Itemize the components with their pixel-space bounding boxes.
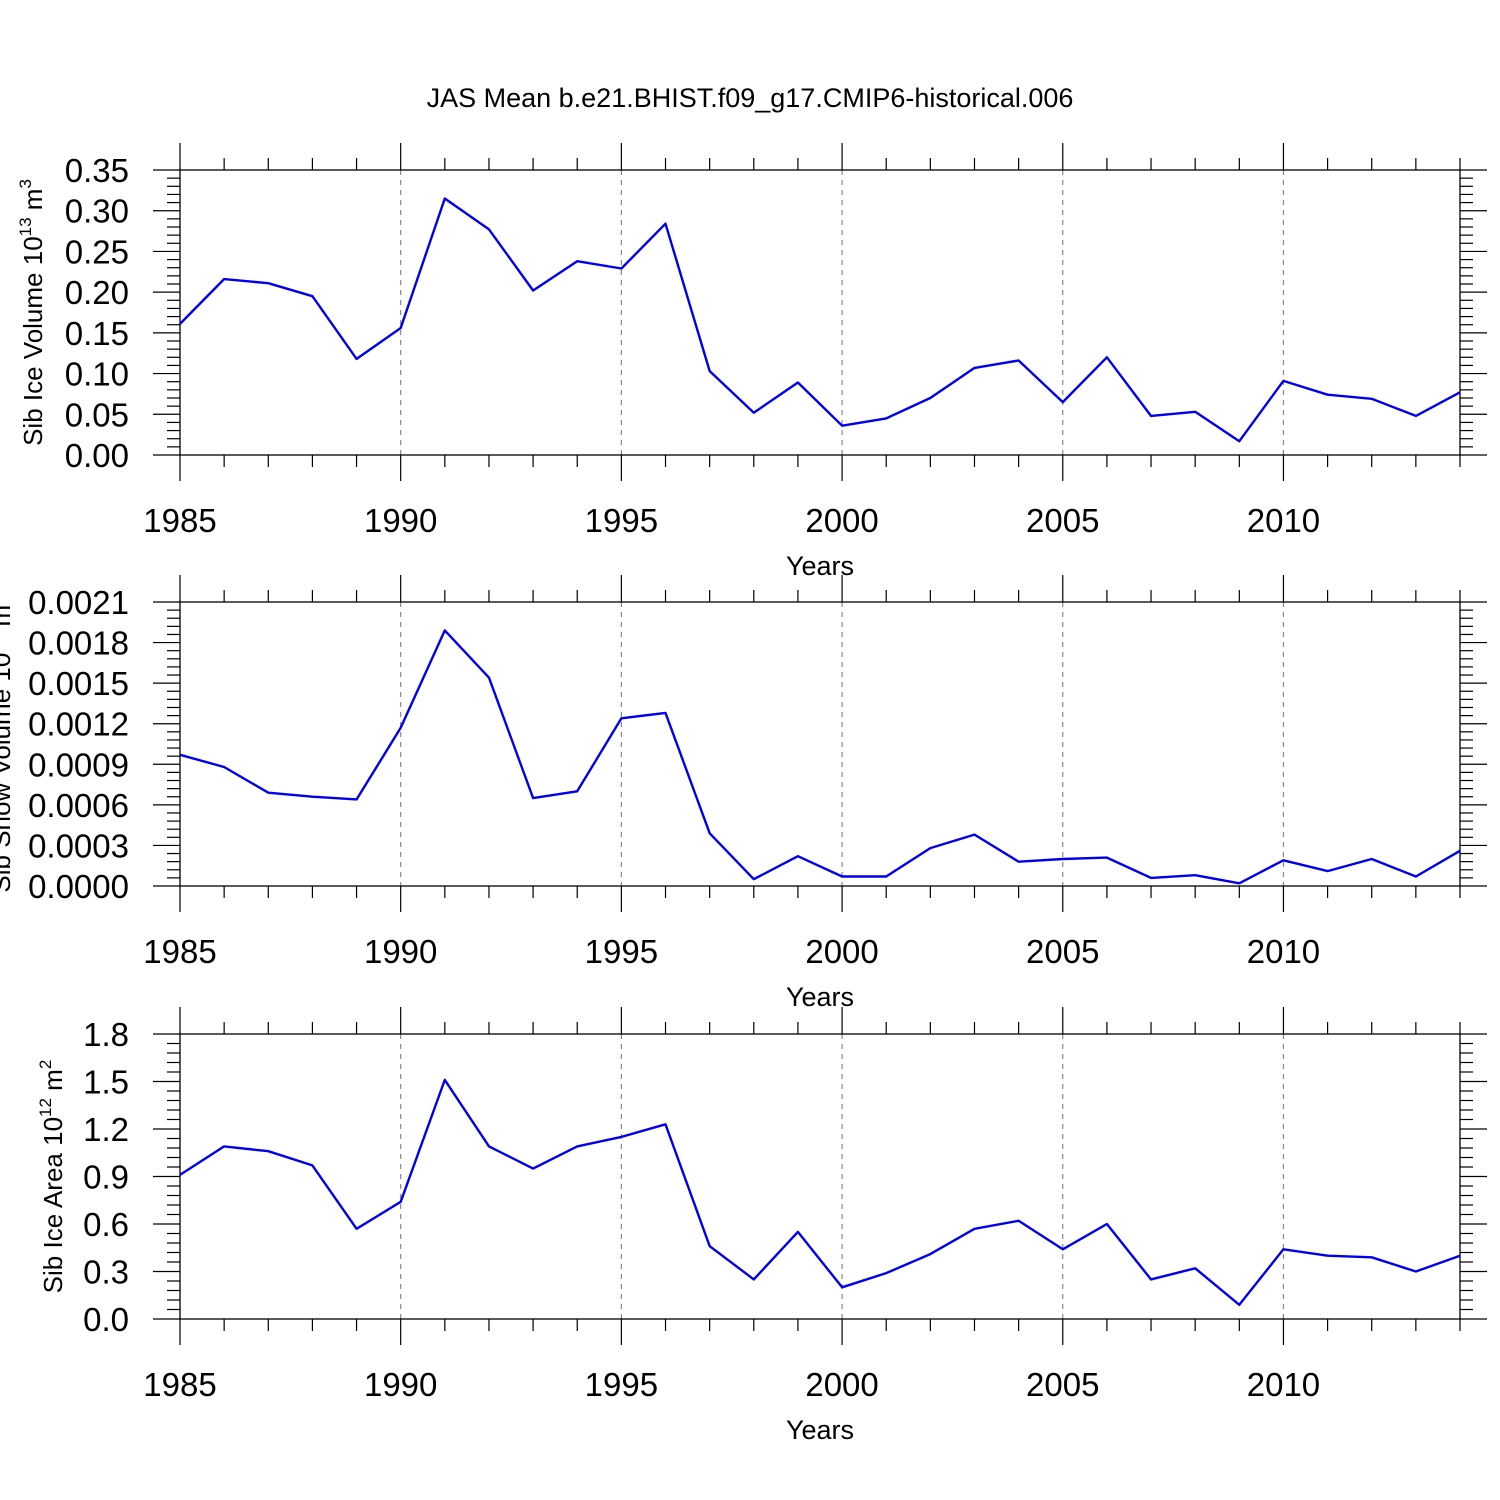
y-axis-title-unit-exponent: 2 [36, 1060, 55, 1069]
plot-frame [179, 169, 1461, 456]
x-tick-label: 2010 [1247, 1366, 1320, 1403]
x-tick-label: 1990 [364, 502, 437, 539]
y-tick-label: 0.6 [83, 1206, 129, 1243]
y-tick-label: 0.3 [83, 1254, 129, 1291]
x-tick-label: 1995 [585, 933, 658, 970]
y-axis-title-exponent: 12 [36, 1098, 55, 1117]
y-tick-label: 1.5 [83, 1064, 129, 1101]
y-tick-label: 0.0012 [28, 706, 129, 743]
y-tick-label: 0.00 [65, 437, 129, 474]
y-axis-title-exponent: 13 [0, 634, 3, 653]
y-tick-label: 1.2 [83, 1111, 129, 1148]
x-tick-label: 1995 [585, 502, 658, 539]
y-tick-label: 0.0 [83, 1301, 129, 1338]
y-tick-label: 0.0006 [28, 787, 129, 824]
y-tick-label: 0.20 [65, 274, 129, 311]
panel-snow-volume: 1985 1990 1995 2000 2005 20100.00000.00030.00… [0, 575, 1487, 1012]
x-tick-label: 1990 [364, 1366, 437, 1403]
x-tick-label: 2000 [805, 933, 878, 970]
series-line [179, 1078, 1461, 1307]
y-tick-label: 0.0015 [28, 665, 129, 702]
x-tick-label: 2005 [1026, 502, 1099, 539]
y-axis-title-unit: m [18, 189, 48, 218]
y-tick-label: 1.8 [83, 1016, 129, 1053]
plot-frame [179, 601, 1461, 887]
plot-frame [179, 1033, 1461, 1320]
x-tick-label: 2000 [805, 1366, 878, 1403]
figure-title: JAS Mean b.e21.BHIST.f09_g17.CMIP6-histo… [427, 83, 1074, 113]
y-axis-title: Sib Ice Volume 1013 m3 [16, 179, 48, 446]
y-tick-label: 0.10 [65, 356, 129, 393]
y-tick-label: 0.35 [65, 152, 129, 189]
y-axis-title-exponent: 13 [16, 217, 35, 236]
x-axis-title: Years [786, 551, 854, 581]
y-tick-label: 0.30 [65, 193, 129, 230]
y-axis-title-unit-exponent: 3 [0, 595, 3, 604]
x-axis-title: Years [786, 1415, 854, 1445]
y-axis-title-text: Sib Snow Volume 10 [0, 653, 16, 893]
x-tick-label: 2010 [1247, 933, 1320, 970]
y-axis-title-unit: m [0, 605, 16, 634]
y-tick-label: 0.9 [83, 1159, 129, 1196]
y-axis-title: Sib Ice Area 1012 m2 [36, 1060, 68, 1294]
y-axis-title-text: Sib Ice Volume 10 [18, 236, 48, 446]
y-axis-title-unit-exponent: 3 [16, 179, 35, 188]
series-line [179, 197, 1461, 443]
x-tick-label: 1985 [143, 933, 216, 970]
x-tick-label: 2005 [1026, 933, 1099, 970]
panel-ice-volume: 1985 1990 1995 2000 2005 2010 0.00 0.050.10 0.15… [16, 143, 1487, 581]
panel-ice-area: 1985 1990 1995 2000 2005 2010 0.0 0.3 0.6 0.9 1.2 1… [36, 1007, 1487, 1445]
x-axis-title: Years [786, 982, 854, 1012]
y-tick-label: 0.0021 [28, 584, 129, 621]
y-axis-title-unit: m [38, 1069, 68, 1098]
series-line [179, 629, 1461, 885]
y-tick-label: 0.0009 [28, 746, 129, 783]
y-tick-label: 0.0003 [28, 827, 129, 864]
y-axis-title: Sib Snow Volume 1013 m3 [0, 595, 16, 892]
y-axis-title-text: Sib Ice Area 10 [38, 1117, 68, 1293]
y-tick-label: 0.05 [65, 396, 129, 433]
y-tick-label: 0.0000 [28, 868, 129, 905]
y-tick-label: 0.15 [65, 315, 129, 352]
x-tick-label: 2000 [805, 502, 878, 539]
x-tick-label: 1985 [143, 502, 216, 539]
x-tick-label: 1985 [143, 1366, 216, 1403]
y-tick-label: 0.0018 [28, 625, 129, 662]
x-tick-label: 1990 [364, 933, 437, 970]
x-tick-label: 2005 [1026, 1366, 1099, 1403]
x-tick-label: 1995 [585, 1366, 658, 1403]
y-tick-label: 0.25 [65, 233, 129, 270]
x-tick-label: 2010 [1247, 502, 1320, 539]
